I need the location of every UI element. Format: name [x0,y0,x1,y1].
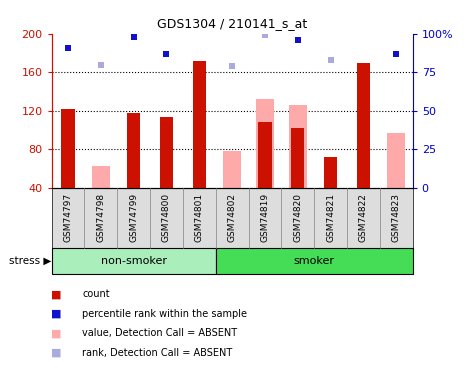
Text: ■: ■ [51,328,61,338]
Text: ■: ■ [51,348,61,358]
Title: GDS1304 / 210141_s_at: GDS1304 / 210141_s_at [157,17,307,30]
Bar [291,128,304,188]
Text: GSM74800: GSM74800 [162,193,171,242]
Bar [92,166,110,188]
Text: GSM74820: GSM74820 [293,193,303,242]
Bar [223,151,241,188]
Text: value, Detection Call = ABSENT: value, Detection Call = ABSENT [82,328,237,338]
Bar [289,105,307,188]
Bar [258,122,272,188]
Text: count: count [82,290,110,299]
Bar [324,157,337,188]
Bar [357,63,370,188]
Text: GSM74797: GSM74797 [63,193,73,242]
Text: GSM74798: GSM74798 [96,193,106,242]
Text: GSM74819: GSM74819 [260,193,270,242]
Text: rank, Detection Call = ABSENT: rank, Detection Call = ABSENT [82,348,232,358]
Bar [61,109,75,188]
Bar [127,112,140,188]
Text: stress ▶: stress ▶ [9,256,52,266]
Text: GSM74823: GSM74823 [392,193,401,242]
Bar [160,117,173,188]
Text: GSM74802: GSM74802 [227,193,237,242]
Text: percentile rank within the sample: percentile rank within the sample [82,309,247,319]
Text: GSM74801: GSM74801 [195,193,204,242]
Text: ■: ■ [51,309,61,319]
Text: smoker: smoker [294,256,335,266]
Text: GSM74799: GSM74799 [129,193,138,242]
Text: GSM74821: GSM74821 [326,193,335,242]
Text: ■: ■ [51,290,61,299]
Bar [256,99,274,188]
Bar [193,61,206,188]
Bar [387,133,405,188]
Text: GSM74822: GSM74822 [359,193,368,242]
Text: non-smoker: non-smoker [101,256,166,266]
